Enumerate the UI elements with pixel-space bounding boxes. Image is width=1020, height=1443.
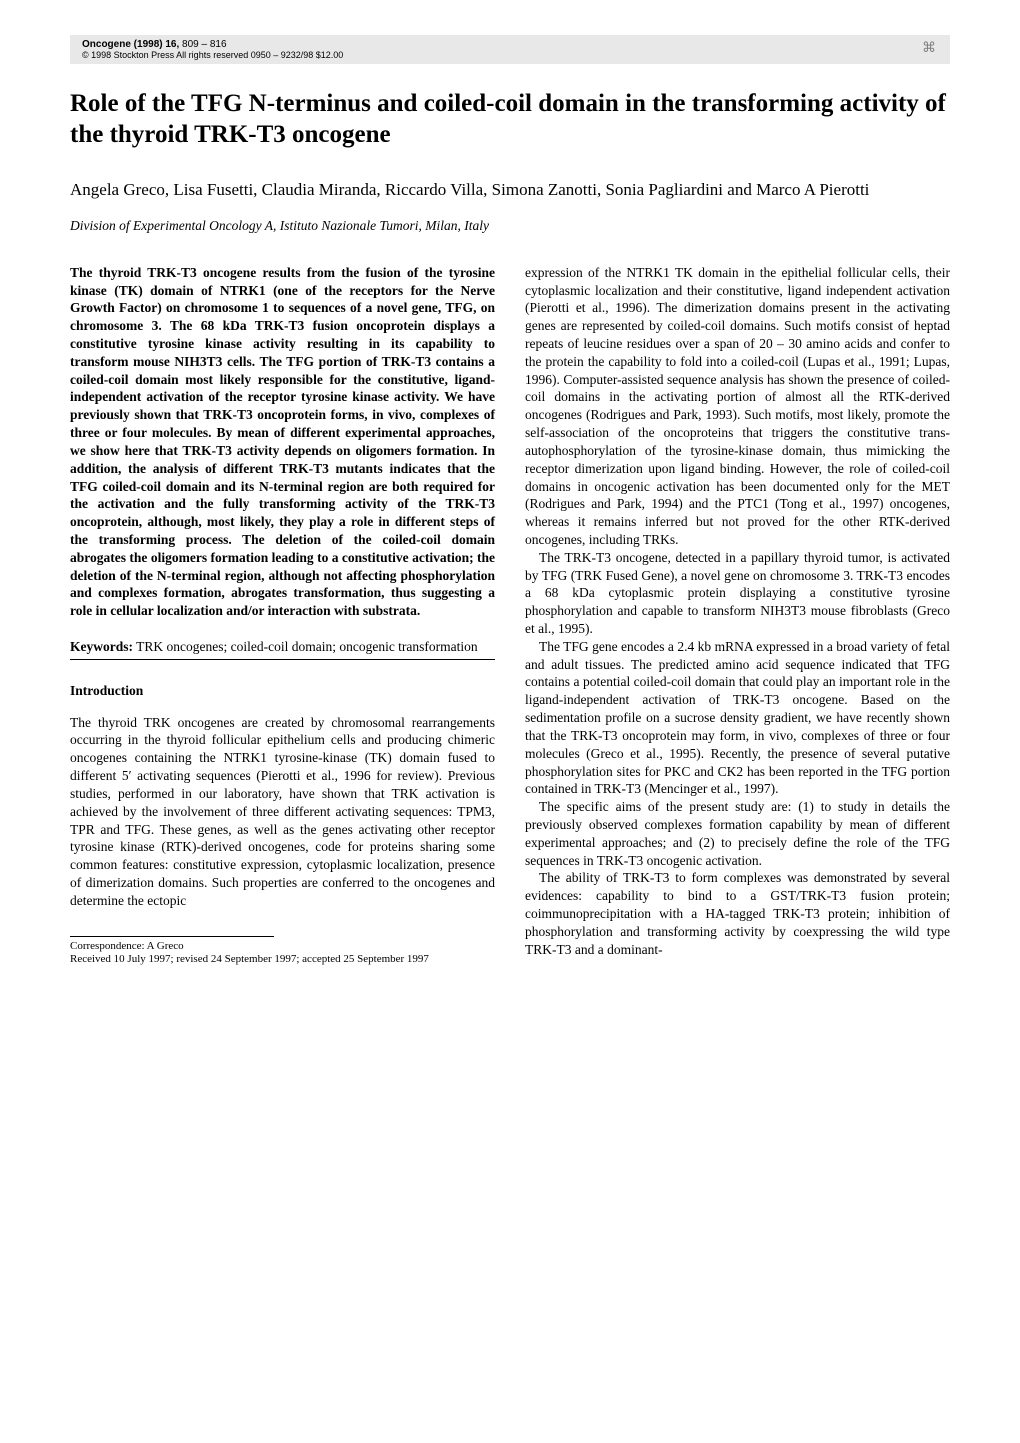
journal-name: Oncogene (1998) 16, — [82, 39, 179, 50]
keywords-rule — [70, 659, 495, 660]
received-footnote: Received 10 July 1997; revised 24 Septem… — [70, 953, 495, 967]
affiliation: Division of Experimental Oncology A, Ist… — [70, 218, 950, 234]
correspondence-footnote: Correspondence: A Greco — [70, 940, 495, 954]
right-column: expression of the NTRK1 TK domain in the… — [525, 264, 950, 967]
journal-pages: 809 – 816 — [182, 39, 227, 50]
page-container: Oncogene (1998) 16, 809 – 816 © 1998 Sto… — [0, 0, 1020, 1007]
journal-name-line: Oncogene (1998) 16, 809 – 816 — [82, 39, 938, 50]
journal-header: Oncogene (1998) 16, 809 – 816 © 1998 Sto… — [70, 35, 950, 64]
introduction-heading: Introduction — [70, 682, 495, 700]
intro-para-5: The specific aims of the present study a… — [525, 798, 950, 869]
two-column-layout: The thyroid TRK-T3 oncogene results from… — [70, 264, 950, 967]
keywords-block: Keywords: TRK oncogenes; coiled-coil dom… — [70, 638, 495, 660]
journal-copyright: © 1998 Stockton Press All rights reserve… — [82, 50, 938, 60]
footnote-rule — [70, 936, 274, 937]
author-list: Angela Greco, Lisa Fusetti, Claudia Mira… — [70, 179, 950, 200]
abstract: The thyroid TRK-T3 oncogene results from… — [70, 264, 495, 620]
intro-para-4: The TFG gene encodes a 2.4 kb mRNA expre… — [525, 638, 950, 798]
intro-para-6: The ability of TRK-T3 to form complexes … — [525, 869, 950, 958]
publisher-logo-icon: ⌘ — [922, 39, 936, 56]
keywords-label: Keywords: — [70, 639, 133, 654]
intro-para-2: expression of the NTRK1 TK domain in the… — [525, 264, 950, 549]
intro-para-3: The TRK-T3 oncogene, detected in a papil… — [525, 549, 950, 638]
keywords-text: TRK oncogenes; coiled-coil domain; oncog… — [133, 639, 478, 654]
intro-para-1: The thyroid TRK oncogenes are created by… — [70, 714, 495, 910]
article-title: Role of the TFG N-terminus and coiled-co… — [70, 88, 950, 151]
left-column: The thyroid TRK-T3 oncogene results from… — [70, 264, 495, 967]
